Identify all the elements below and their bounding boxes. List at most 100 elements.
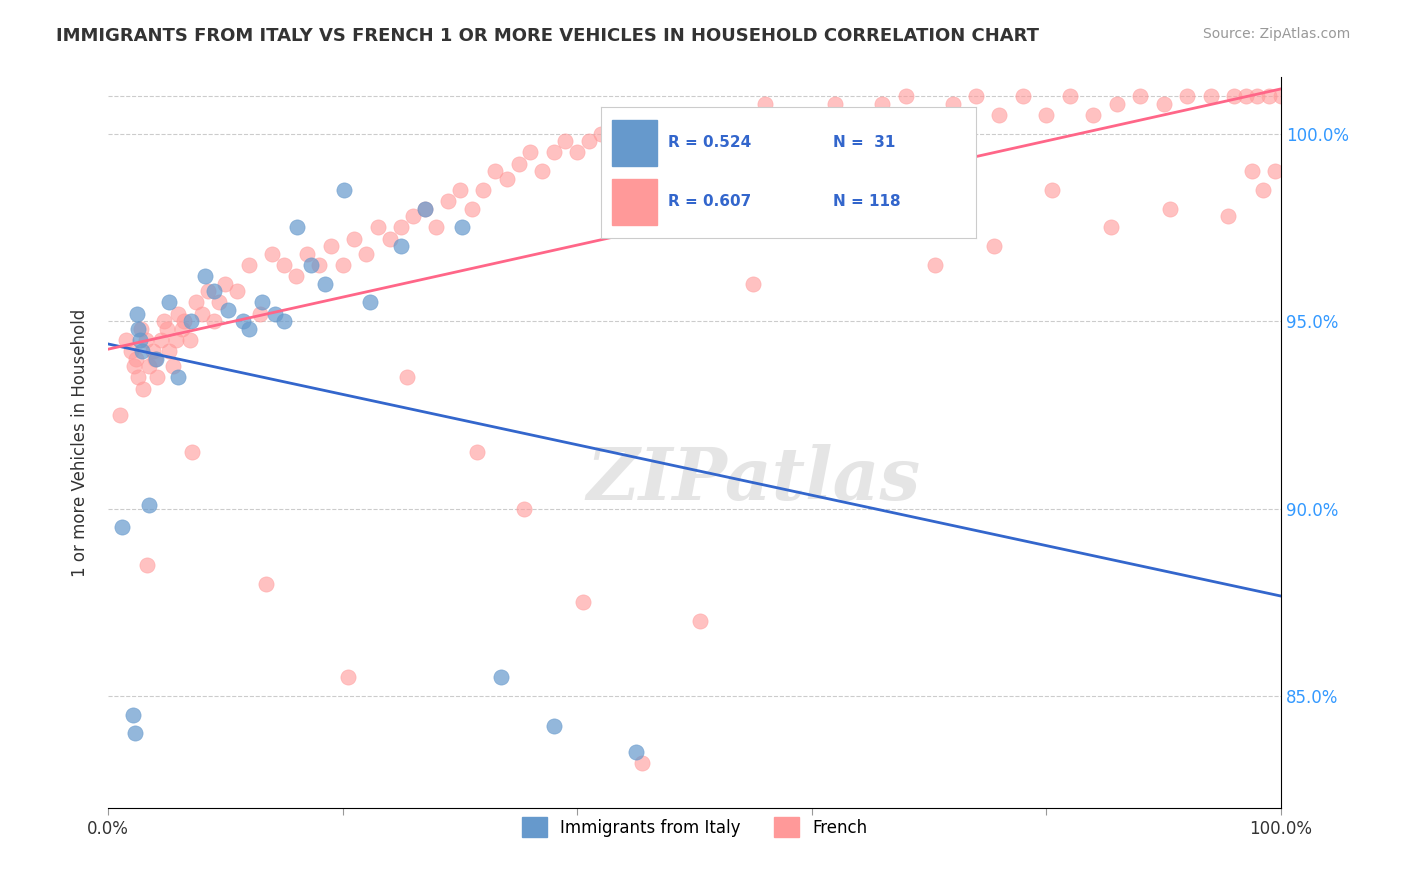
Point: [214, 277, 236, 291]
Point: [202, 314, 225, 328]
Point: [894, 89, 917, 103]
Text: ZIPatlas: ZIPatlas: [586, 444, 920, 515]
Point: [924, 258, 946, 272]
Point: [800, 108, 823, 122]
Point: [754, 96, 776, 111]
Point: [624, 127, 647, 141]
Point: [413, 202, 436, 216]
Point: [567, 145, 589, 160]
Point: [162, 359, 184, 373]
Point: [146, 370, 169, 384]
Point: [543, 719, 565, 733]
Point: [824, 96, 846, 111]
Point: [138, 498, 160, 512]
Point: [413, 202, 436, 216]
Point: [659, 127, 682, 141]
Point: [135, 333, 157, 347]
Point: [122, 359, 145, 373]
Point: [194, 269, 217, 284]
Point: [396, 370, 419, 384]
Point: [624, 745, 647, 759]
Point: [359, 295, 381, 310]
Point: [543, 145, 565, 160]
Point: [262, 246, 284, 260]
Point: [170, 321, 193, 335]
Point: [683, 108, 706, 122]
Point: [179, 333, 201, 347]
Point: [165, 333, 187, 347]
Point: [108, 408, 131, 422]
Point: [865, 209, 887, 223]
Point: [127, 307, 149, 321]
Point: [707, 119, 730, 133]
Point: [153, 314, 176, 328]
Point: [513, 501, 536, 516]
Point: [648, 108, 671, 122]
Point: [202, 284, 225, 298]
Point: [402, 209, 425, 223]
Point: [308, 258, 330, 272]
Point: [254, 576, 277, 591]
Point: [637, 119, 659, 133]
Point: [263, 307, 285, 321]
Point: [145, 351, 167, 366]
Point: [730, 108, 752, 122]
Point: [131, 344, 153, 359]
Point: [157, 344, 180, 359]
Point: [197, 284, 219, 298]
Point: [319, 239, 342, 253]
Point: [451, 220, 474, 235]
Y-axis label: 1 or more Vehicles in Household: 1 or more Vehicles in Household: [72, 309, 89, 577]
Point: [918, 108, 941, 122]
Point: [143, 351, 166, 366]
Point: [425, 220, 447, 235]
Point: [1258, 89, 1281, 103]
Point: [1270, 89, 1292, 103]
Point: [965, 89, 987, 103]
Point: [508, 156, 530, 170]
Point: [519, 145, 541, 160]
Point: [129, 321, 152, 335]
Point: [114, 333, 136, 347]
Point: [367, 220, 389, 235]
Point: [332, 258, 354, 272]
Point: [249, 307, 271, 321]
Point: [1246, 89, 1268, 103]
Point: [135, 558, 157, 572]
Point: [484, 164, 506, 178]
Point: [778, 119, 800, 133]
Point: [208, 295, 231, 310]
Point: [354, 246, 377, 260]
Point: [273, 314, 295, 328]
Point: [572, 595, 595, 609]
Point: [689, 614, 711, 628]
Point: [181, 445, 204, 459]
Point: [602, 145, 624, 160]
Point: [1105, 96, 1128, 111]
Point: [343, 232, 366, 246]
Point: [389, 239, 412, 253]
Legend: Immigrants from Italy, French: Immigrants from Italy, French: [515, 810, 875, 844]
Point: [1234, 89, 1257, 103]
Point: [554, 134, 576, 148]
Point: [378, 232, 401, 246]
Point: [578, 134, 600, 148]
Point: [489, 670, 512, 684]
Point: [238, 258, 260, 272]
Point: [988, 108, 1011, 122]
Point: [941, 96, 963, 111]
Point: [337, 670, 360, 684]
Point: [125, 351, 148, 366]
Point: [167, 370, 190, 384]
Point: [1223, 89, 1246, 103]
Point: [1153, 96, 1175, 111]
Point: [449, 183, 471, 197]
Point: [807, 220, 830, 235]
Point: [314, 277, 336, 291]
Point: [1059, 89, 1081, 103]
Point: [848, 108, 870, 122]
Point: [184, 295, 207, 310]
Point: [1099, 220, 1122, 235]
Point: [132, 382, 155, 396]
Point: [149, 333, 172, 347]
